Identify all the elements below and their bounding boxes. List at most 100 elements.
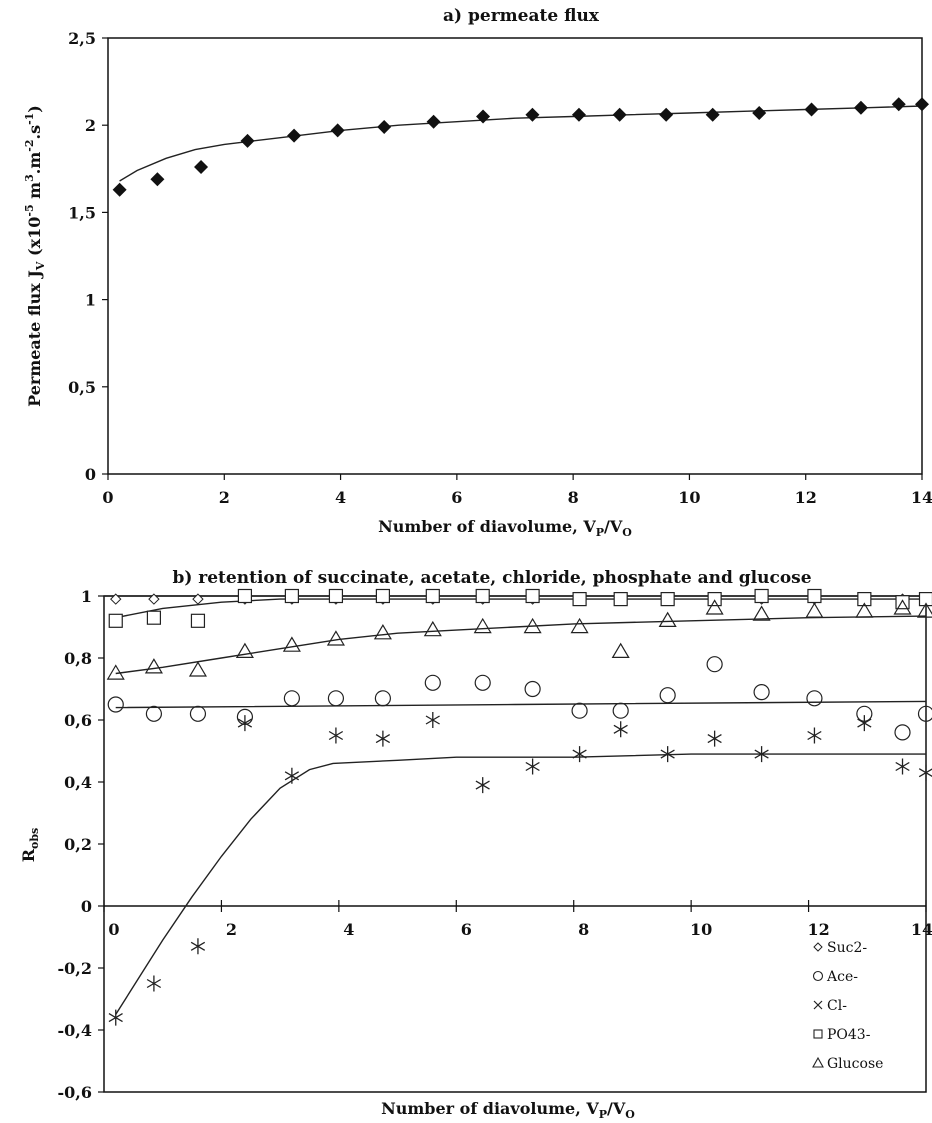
panel-a-data-point	[194, 160, 208, 174]
panel-b-data-point	[285, 590, 298, 603]
panel-b-x-tick-label: 4	[343, 920, 354, 939]
panel-b-data-point	[476, 777, 490, 793]
panel-b-legend-label: Suc2-	[827, 940, 867, 956]
panel-b-data-point	[613, 703, 628, 718]
panel-b-data-point	[328, 691, 343, 706]
panel-b-data-point	[808, 590, 821, 603]
panel-a-y-tick-label: 2	[85, 116, 96, 135]
panel-a-x-tick-label: 6	[451, 488, 462, 507]
panel-b-y-tick-label: -0,6	[58, 1083, 92, 1102]
panel-b-data-point	[896, 596, 909, 609]
panel-b-data-point	[147, 976, 161, 992]
panel-b-data-point	[426, 712, 440, 728]
panel-a-data-point	[659, 108, 673, 122]
panel-b-data-point	[660, 688, 675, 703]
panel-a-x-tick-label: 12	[795, 488, 817, 507]
panel-a-y-tick-label: 1	[85, 291, 96, 310]
panel-a-data-point	[915, 97, 929, 111]
panel-b-data-point	[526, 759, 540, 775]
panel-b-data-point	[426, 590, 439, 603]
panel-a-x-axis-label: Number of diavolume, VP/VO	[378, 517, 632, 539]
panel-a-data-point	[476, 109, 490, 123]
panel-a-data-point	[287, 129, 301, 143]
panel-a-data-point	[892, 97, 906, 111]
panel-a-data-point	[752, 106, 766, 120]
panel-b-data-point	[807, 691, 822, 706]
panel-b-data-point	[109, 614, 122, 627]
panel-a-data-point	[377, 120, 391, 134]
panel-b-x-tick-label: 10	[690, 920, 712, 939]
panel-b-data-point	[661, 593, 674, 606]
panel-b-data-point	[919, 765, 932, 781]
panel-b-retention: b) retention of succinate, acetate, chlo…	[19, 568, 932, 1119]
panel-b-data-point	[526, 590, 539, 603]
panel-b-data-point	[614, 593, 627, 606]
panel-a-points	[113, 97, 929, 196]
panel-b-data-point	[475, 619, 491, 633]
panel-b-y-tick-label: 0,8	[64, 649, 92, 668]
panel-a-plot-frame	[108, 38, 922, 474]
panel-b-data-point	[285, 768, 299, 784]
panel-b-data-point	[147, 611, 160, 624]
panel-a-trend-line	[120, 106, 922, 181]
panel-b-data-point	[108, 697, 123, 712]
panel-b-trend-line	[116, 599, 926, 618]
panel-a-data-point	[572, 108, 586, 122]
panel-b-legend-marker	[814, 1030, 822, 1038]
panel-b-data-point	[475, 675, 490, 690]
panel-b-data-point	[375, 691, 390, 706]
panel-b-x-axis-label: Number of diavolume, VP/VO	[381, 1099, 635, 1119]
panel-a-title: a) permeate flux	[443, 6, 600, 26]
panel-b-data-point	[190, 706, 205, 721]
panel-b-y-tick-label: 1	[81, 587, 92, 606]
panel-a-x-tick-label: 0	[102, 488, 113, 507]
panel-b-trend-line	[116, 701, 926, 707]
panel-b-data-point	[376, 590, 389, 603]
panel-b-data-point	[191, 614, 204, 627]
panel-a-data-point	[854, 101, 868, 115]
panel-a-x-tick-label: 8	[568, 488, 579, 507]
panel-a-x-tick-label: 14	[911, 488, 932, 507]
panel-a-data-point	[706, 108, 720, 122]
panel-b-title: b) retention of succinate, acetate, chlo…	[172, 568, 811, 588]
panel-b-x-tick-label: 2	[226, 920, 237, 939]
panel-a-y-tick-label: 0	[85, 465, 96, 484]
panel-b-trend-line	[116, 754, 926, 1014]
panel-b-data-point	[328, 631, 344, 645]
panel-b-data-point	[613, 644, 629, 658]
panel-b-data-point	[808, 728, 822, 744]
panel-b-y-tick-label: -0,2	[58, 959, 92, 978]
panel-b-data-point	[660, 613, 676, 627]
panel-b-x-tick-label: 14	[911, 920, 932, 939]
panel-b-data-point	[614, 721, 628, 737]
panel-b-data-point	[573, 593, 586, 606]
panel-b-y-tick-label: 0,4	[64, 773, 92, 792]
panel-b-legend-label: Cl-	[827, 998, 847, 1014]
panel-b-y-axis-label: Robs	[19, 828, 41, 863]
panel-a-data-point	[613, 108, 627, 122]
panel-b-data-point	[525, 682, 540, 697]
panel-b-data-point	[754, 685, 769, 700]
panel-b-legend: Suc2-Ace-Cl-PO43-Glucose	[808, 937, 920, 1085]
panel-b-data-point	[806, 604, 822, 618]
panel-b-legend-label: PO43-	[827, 1027, 871, 1043]
panel-b-data-point	[376, 731, 390, 747]
panel-b-data-point	[708, 593, 721, 606]
panel-b-data-point	[146, 659, 162, 673]
panel-a-x-tick-label: 10	[678, 488, 700, 507]
panel-a-y-axis-label: Permeate flux JV (x10-5 m3.m-2.s-1)	[23, 105, 47, 407]
panel-b-data-point	[284, 691, 299, 706]
panel-b-trend-line	[116, 616, 926, 673]
panel-a-data-point	[241, 134, 255, 148]
panel-b-data-point	[572, 703, 587, 718]
panel-b-data-point	[895, 725, 910, 740]
panel-a-data-point	[427, 115, 441, 129]
panel-b-data-point	[755, 590, 768, 603]
panel-b-data-point	[238, 590, 251, 603]
panel-b-legend-label: Glucose	[827, 1056, 883, 1072]
panel-a-y-tick-label: 1,5	[68, 203, 96, 222]
